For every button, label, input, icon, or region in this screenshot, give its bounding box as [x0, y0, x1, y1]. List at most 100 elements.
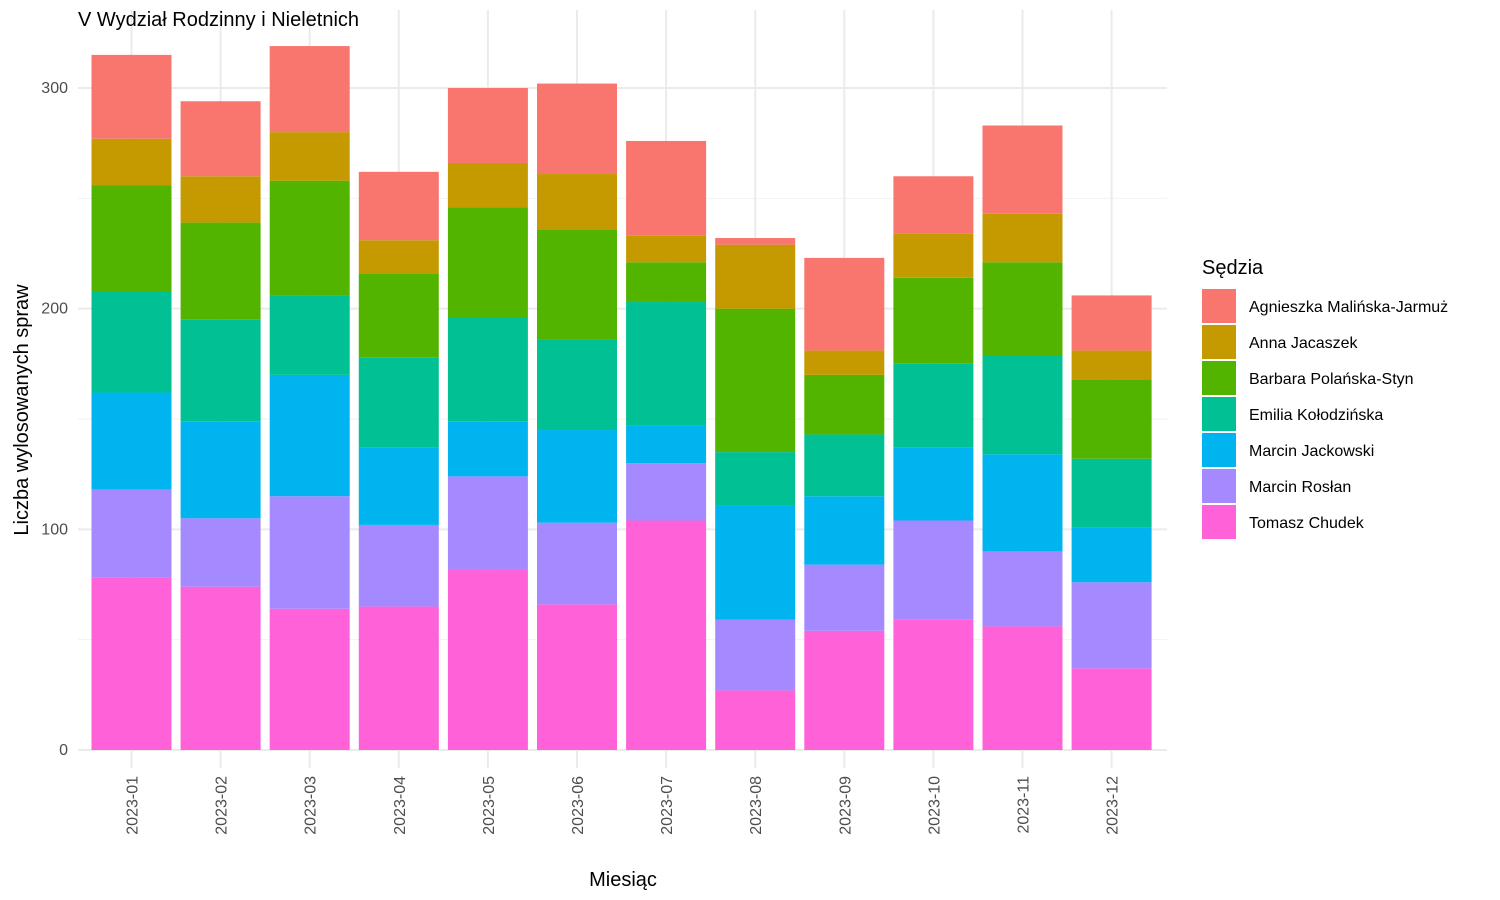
bar-segment [91, 392, 172, 490]
y-tick-label: 300 [41, 80, 68, 97]
bar-segment [1071, 295, 1152, 351]
legend: Sędzia Agnieszka Malińska-Jarmuż Anna Jac… [1202, 257, 1448, 539]
bar-segment [537, 604, 617, 750]
bar-segment [537, 522, 617, 605]
x-axis: 2023-01 2023-02 2023-03 2023-04 2023-05 2023-… [125, 776, 1122, 835]
bar-segment [447, 163, 528, 208]
bar-segment [91, 577, 172, 750]
x-tick-label: 2023-06 [570, 776, 587, 835]
bar-segment [1071, 582, 1152, 669]
bar-segment [626, 520, 707, 750]
legend-label: Agnieszka Malińska-Jarmuż [1249, 299, 1448, 316]
legend-swatch [1202, 397, 1236, 431]
bar-segment [269, 295, 350, 375]
y-axis-label: Liczba wylosowanych spraw [11, 284, 33, 536]
bar-segment [982, 262, 1063, 356]
bar-segment [358, 447, 439, 525]
bar-segment [91, 489, 172, 578]
bar-segment [269, 608, 350, 750]
legend-label: Marcin Rosłan [1249, 479, 1351, 496]
bar-segment [715, 308, 796, 453]
legend-label: Barbara Polańska-Styn [1249, 371, 1414, 388]
x-tick-label: 2023-05 [481, 776, 498, 835]
bar-segment [447, 421, 528, 477]
bar-segment [715, 452, 796, 506]
bar-segment [447, 476, 528, 570]
bar-segment [358, 606, 439, 750]
bar-segment [1071, 527, 1152, 583]
bar-segment [537, 83, 617, 175]
bar-segment [893, 520, 974, 620]
legend-swatch [1202, 289, 1236, 323]
bar-segment [715, 619, 796, 691]
bar-segment [269, 132, 350, 181]
x-tick-label: 2023-03 [303, 776, 320, 835]
bar-segment [982, 626, 1063, 750]
bar-segment [447, 207, 528, 318]
x-tick-label: 2023-07 [659, 776, 676, 835]
x-tick-label: 2023-12 [1105, 776, 1122, 835]
bar-segment [626, 235, 707, 263]
y-tick-label: 0 [59, 742, 68, 759]
bar-segment [537, 430, 617, 523]
bar-segment [804, 564, 885, 631]
bar-segment [893, 619, 974, 750]
bar-segment [804, 257, 885, 351]
bar-segment [180, 176, 261, 223]
x-tick-label: 2023-08 [748, 776, 765, 835]
bar-segment [358, 357, 439, 448]
bar-segment [91, 138, 172, 186]
bar-segment [537, 229, 617, 340]
bar-segment [537, 174, 617, 230]
x-axis-label: Miesiąc [589, 869, 657, 891]
bar-segment [91, 291, 172, 393]
bar-segment [1071, 350, 1152, 380]
bar-segment [804, 350, 885, 375]
bar-segment [626, 425, 707, 464]
bar-segment [626, 302, 707, 426]
legend-label: Marcin Jackowski [1249, 443, 1374, 460]
bar-segment [982, 454, 1063, 552]
bar-segment [269, 180, 350, 296]
legend-swatch [1202, 469, 1236, 503]
bar-segment [447, 87, 528, 164]
bar-segment [893, 447, 974, 521]
x-tick-label: 2023-11 [1016, 776, 1033, 834]
legend-label: Tomasz Chudek [1249, 515, 1365, 532]
bar-segment [715, 238, 796, 245]
y-axis: 0 100 200 300 [41, 80, 68, 759]
bar-segment [893, 233, 974, 278]
x-tick-label: 2023-04 [392, 776, 409, 835]
bar-segment [804, 496, 885, 565]
bar-segment [358, 171, 439, 241]
bar-segment [1071, 379, 1152, 459]
y-tick-label: 200 [41, 301, 68, 318]
bar-segment [447, 317, 528, 422]
bar-segment [269, 374, 350, 497]
bar-segment [180, 421, 261, 519]
bar-segment [804, 630, 885, 750]
bar-segment [982, 213, 1063, 263]
bar-segment [180, 586, 261, 750]
bar-segment [982, 551, 1063, 627]
chart-title: V Wydział Rodzinny i Nieletnich [78, 9, 359, 31]
bar-segment [1071, 668, 1152, 750]
bars [91, 46, 1152, 750]
legend-swatch [1202, 325, 1236, 359]
bar-segment [626, 463, 707, 521]
bar-segment [626, 140, 707, 236]
bar-segment [358, 273, 439, 358]
bar-segment [715, 244, 796, 309]
legend-label: Anna Jacaszek [1249, 335, 1359, 352]
bar-segment [180, 319, 261, 422]
legend-title: Sędzia [1202, 257, 1264, 279]
bar-segment [804, 434, 885, 497]
bar-segment [893, 176, 974, 234]
bar-segment [269, 46, 350, 133]
legend-swatch [1202, 433, 1236, 467]
bar-segment [91, 54, 172, 139]
bar-segment [358, 240, 439, 274]
bar-segment [91, 185, 172, 292]
legend-swatch [1202, 361, 1236, 395]
x-tick-label: 2023-09 [837, 776, 854, 835]
